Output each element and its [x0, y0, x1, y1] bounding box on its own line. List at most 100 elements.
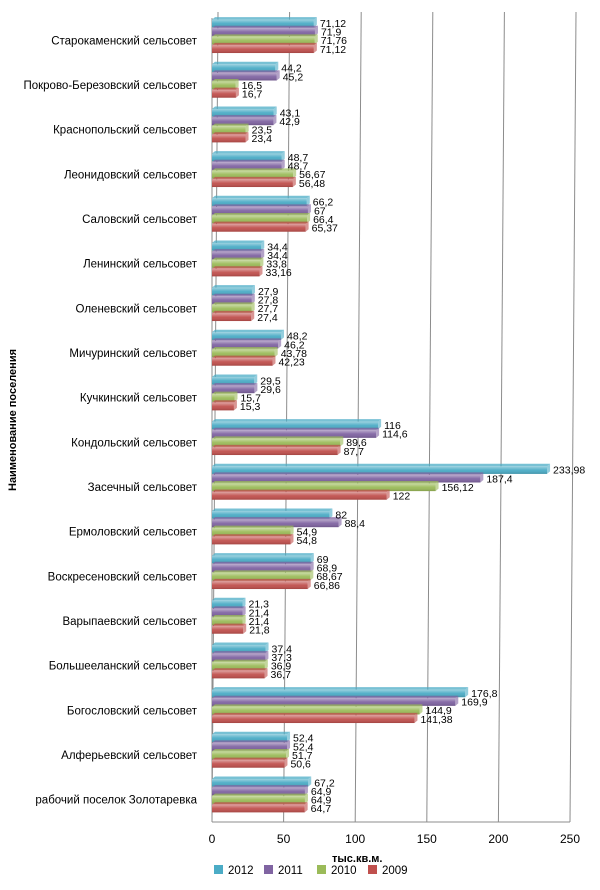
- bar-side-face: [276, 70, 280, 81]
- category-label: Кондольский сельсовет: [71, 437, 198, 449]
- bar-side-face: [337, 444, 341, 456]
- bar-side-face: [455, 695, 459, 706]
- bar: [212, 517, 342, 528]
- value-label: 37,4: [272, 643, 293, 655]
- bar-top-face: [212, 383, 258, 386]
- bar-top-face: [212, 712, 418, 716]
- bar-side-face: [235, 79, 239, 90]
- bar: [212, 749, 290, 760]
- bar: [212, 623, 247, 634]
- bar-side-face: [273, 115, 277, 126]
- bar: [212, 508, 333, 519]
- bar: [212, 34, 318, 45]
- bar-shine: [212, 742, 288, 751]
- value-label: 66,4: [313, 214, 334, 226]
- category-label: Старокаменский сельсовет: [51, 35, 198, 47]
- bar-top-face: [212, 534, 294, 537]
- bar-top-face: [212, 749, 290, 752]
- category-label: Покрово-Березовский сельсовет: [23, 80, 197, 92]
- value-label: 23,4: [252, 133, 273, 145]
- bar-side-face: [378, 419, 382, 430]
- bar-side-face: [251, 310, 255, 322]
- bar: [212, 151, 285, 162]
- bar: [212, 115, 277, 126]
- bar-side-face: [314, 25, 318, 36]
- bar-top-face: [212, 87, 239, 91]
- bar: [212, 463, 551, 474]
- bar-side-face: [287, 731, 291, 742]
- bar-shine: [212, 304, 252, 313]
- bar-side-face: [281, 151, 285, 162]
- value-label: 23,5: [252, 125, 273, 137]
- legend-item: 2010: [317, 865, 357, 877]
- bar-side-face: [547, 463, 551, 474]
- bar: [212, 740, 291, 751]
- bar-shine: [212, 198, 307, 206]
- bar-side-face: [264, 659, 268, 670]
- bar-shine: [212, 90, 236, 98]
- bar: [212, 578, 311, 590]
- bar: [212, 221, 309, 232]
- value-label: 54,9: [297, 527, 318, 539]
- bar-shine: [212, 670, 265, 679]
- bar-top-face: [212, 42, 317, 46]
- bar: [212, 25, 318, 36]
- bar-top-face: [212, 561, 314, 565]
- bar-side-face: [287, 740, 291, 751]
- bar: [212, 87, 239, 98]
- bar-shine: [212, 260, 261, 268]
- value-label: 16,7: [242, 89, 263, 101]
- bar: [212, 400, 237, 411]
- bar-shine: [212, 528, 291, 536]
- value-label: 67: [314, 205, 326, 217]
- bar-shine: [212, 760, 285, 768]
- bar-top-face: [212, 355, 276, 359]
- bar-side-face: [259, 266, 263, 277]
- legend-swatch: [368, 865, 377, 874]
- value-label: 52,4: [293, 733, 314, 745]
- value-labels: 71,1271,971,7671,1244,245,216,516,743,14…: [240, 18, 585, 815]
- value-label: 48,2: [287, 331, 308, 343]
- value-label: 34,4: [267, 241, 288, 253]
- bar: [212, 444, 341, 456]
- bar-side-face: [414, 712, 418, 724]
- bar-shine: [212, 644, 266, 653]
- value-label: 122: [393, 491, 411, 503]
- bar: [212, 204, 311, 215]
- bar: [212, 310, 255, 322]
- bar: [212, 570, 314, 581]
- bar-shine: [212, 483, 436, 492]
- category-label: Кучкинский сельсовет: [80, 393, 198, 405]
- bar-top-face: [212, 578, 311, 582]
- value-label: 87,7: [344, 446, 365, 458]
- bar-top-face: [212, 240, 265, 243]
- bar-shine: [212, 564, 311, 572]
- bar: [212, 561, 314, 572]
- bar-shine: [212, 19, 314, 28]
- bar-side-face: [251, 293, 255, 304]
- bar-top-face: [212, 221, 309, 225]
- x-tick-label: 150: [417, 832, 437, 846]
- x-tick-label: 0: [209, 832, 216, 846]
- bar-shine: [212, 734, 288, 742]
- category-labels: Старокаменский сельсовет Покрово-Березовс…: [23, 35, 197, 806]
- bar-top-face: [212, 623, 247, 627]
- bar-shine: [212, 572, 311, 581]
- bar-top-face: [212, 651, 269, 654]
- bar-side-face: [290, 534, 294, 545]
- bar-top-face: [212, 444, 341, 448]
- bar-top-face: [212, 151, 285, 154]
- bar-side-face: [265, 651, 269, 662]
- value-label: 36,9: [271, 661, 292, 673]
- legend-item: 2009: [368, 865, 408, 877]
- value-label: 51,7: [292, 750, 313, 762]
- bar-top-face: [212, 123, 249, 127]
- bar-top-face: [212, 517, 342, 520]
- bar: [212, 293, 255, 304]
- category-label: рабочий поселок Золотаревка: [35, 795, 197, 807]
- category-label: Ленинский сельсовет: [83, 259, 198, 271]
- bar: [212, 597, 246, 608]
- bar-side-face: [281, 329, 285, 340]
- bar-side-face: [338, 517, 342, 528]
- bar-top-face: [212, 115, 277, 118]
